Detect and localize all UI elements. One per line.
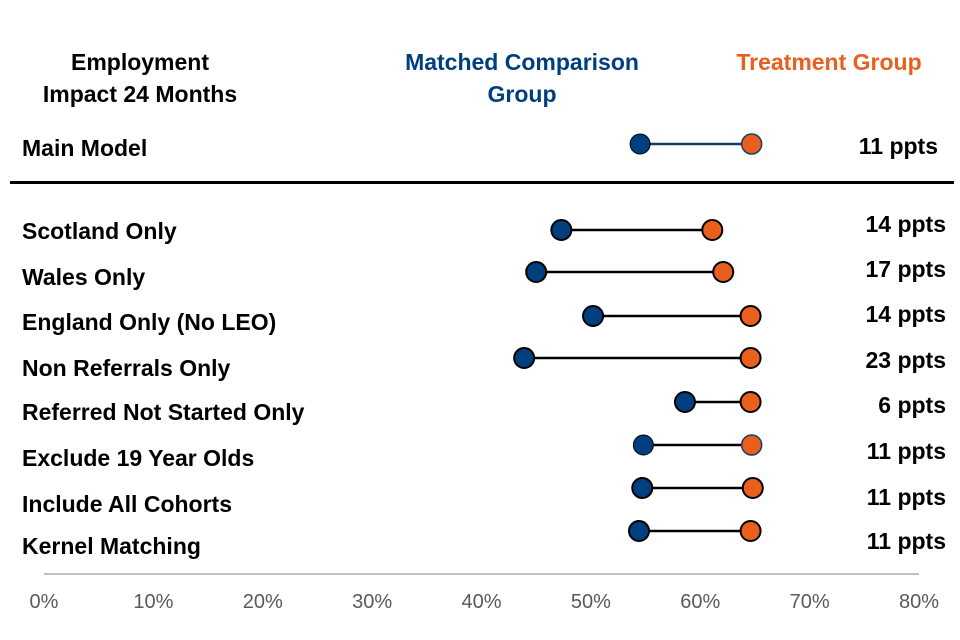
- difference-label: 23 ppts: [865, 347, 946, 373]
- chart-title: Employment Impact 24 Months: [20, 46, 260, 110]
- x-tick-label: 40%: [461, 591, 502, 613]
- row-label: Scotland Only: [22, 218, 177, 244]
- legend-comparison: Matched Comparison Group: [372, 46, 672, 110]
- difference-label: 11 ppts: [866, 484, 946, 510]
- x-tick-label: 60%: [680, 591, 721, 613]
- x-tick-label: 30%: [352, 591, 393, 613]
- difference-label: 11 ppts: [866, 438, 946, 464]
- x-tick-label: 10%: [133, 591, 174, 613]
- treatment-point: [739, 305, 762, 327]
- x-tick-label: 20%: [242, 591, 283, 613]
- comparison-point: [582, 305, 605, 327]
- row-label: Main Model: [22, 135, 148, 161]
- comparison-point: [513, 347, 536, 369]
- comparison-point: [629, 133, 651, 155]
- section-divider: [10, 181, 954, 184]
- comparison-point: [525, 261, 548, 283]
- x-tick-label: 50%: [570, 591, 611, 613]
- row-label: Referred Not Started Only: [22, 399, 305, 425]
- row-label: England Only (No LEO): [22, 309, 277, 335]
- legend-comparison-line1: Matched Comparison: [405, 49, 639, 75]
- x-tick-label: 0%: [29, 591, 59, 613]
- row-label: Wales Only: [22, 264, 146, 290]
- legend-treatment: Treatment Group: [736, 49, 922, 75]
- treatment-point: [701, 219, 724, 241]
- comparison-point: [631, 477, 654, 499]
- treatment-point: [739, 347, 762, 369]
- treatment-point: [739, 520, 762, 542]
- row-label: Exclude 19 Year Olds: [22, 445, 255, 471]
- treatment-point: [712, 261, 735, 283]
- chart-title-line1: Employment: [70, 49, 210, 75]
- difference-label: 17 ppts: [865, 256, 946, 282]
- x-tick-label: 70%: [789, 591, 830, 613]
- treatment-point: [740, 434, 763, 456]
- comparison-point: [673, 391, 696, 413]
- difference-label: 14 ppts: [865, 301, 946, 327]
- row-label: Include All Cohorts: [22, 491, 232, 517]
- difference-label: 11 ppts: [858, 133, 938, 159]
- comparison-point: [632, 434, 654, 456]
- chart-title-line2: Impact 24 Months: [42, 81, 238, 107]
- comparison-point: [550, 219, 573, 241]
- difference-label: 11 ppts: [866, 528, 946, 554]
- treatment-point: [739, 391, 762, 413]
- row-label: Kernel Matching: [22, 533, 201, 559]
- difference-label: 14 ppts: [865, 211, 946, 237]
- legend-comparison-line2: Group: [487, 81, 557, 107]
- x-tick-label: 80%: [898, 591, 940, 613]
- treatment-point: [740, 133, 763, 155]
- row-label: Non Referrals Only: [22, 355, 231, 381]
- difference-label: 6 ppts: [878, 392, 946, 418]
- comparison-point: [628, 520, 650, 542]
- treatment-point: [741, 477, 764, 499]
